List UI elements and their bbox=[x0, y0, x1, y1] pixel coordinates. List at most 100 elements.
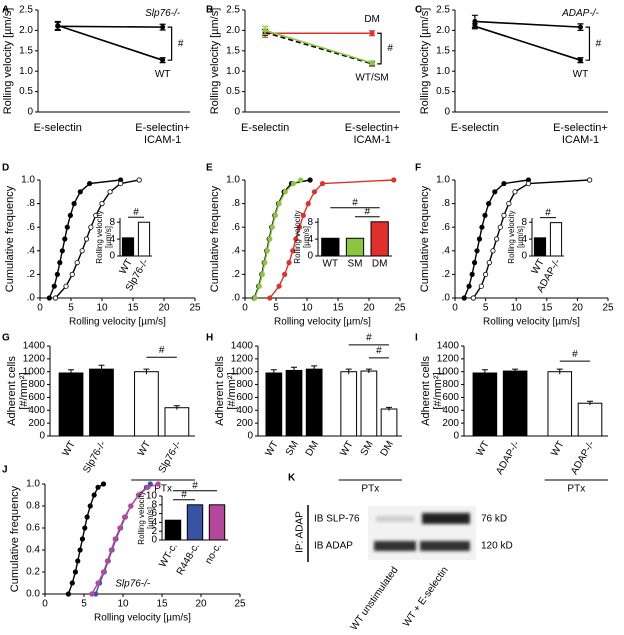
y-tick-label: .8 bbox=[232, 198, 241, 209]
error-bar bbox=[143, 368, 150, 375]
bar bbox=[502, 370, 528, 437]
point bbox=[476, 236, 483, 242]
y-tick-label: 2 bbox=[151, 526, 157, 537]
series-line bbox=[264, 29, 373, 64]
y-tick-label: 0.5 bbox=[436, 86, 450, 97]
y-tick-label: 8 bbox=[307, 217, 313, 228]
point bbox=[83, 236, 90, 242]
point bbox=[252, 295, 258, 301]
point bbox=[369, 30, 375, 36]
significance-label: # bbox=[596, 38, 602, 49]
y-tick-label: 400 bbox=[236, 405, 253, 416]
y-axis-label: Rolling velocity [µm/s] bbox=[95, 210, 113, 264]
bar bbox=[305, 368, 323, 437]
y-tick-label: 0 bbox=[444, 107, 450, 118]
point bbox=[69, 580, 75, 586]
bar bbox=[340, 371, 358, 437]
bar bbox=[547, 371, 573, 437]
point bbox=[55, 23, 61, 29]
point bbox=[62, 236, 68, 242]
x-tick-label: WT bbox=[338, 439, 355, 458]
point bbox=[296, 224, 303, 230]
panel-letter: E bbox=[206, 163, 213, 174]
x-tick-label: 20 bbox=[572, 303, 584, 314]
x-tick-label: no-c. bbox=[203, 541, 224, 566]
y-tick-label: 800 bbox=[236, 379, 253, 390]
y-tick-label: 600 bbox=[442, 392, 459, 403]
x-tick-label: WT bbox=[136, 439, 153, 458]
marker-label: 76 kD bbox=[481, 514, 507, 525]
x-tick-label: SM bbox=[359, 439, 376, 457]
y-axis-label: Adherent cells [#/mm²] bbox=[420, 356, 444, 426]
point bbox=[128, 503, 134, 509]
y-tick-label: 0.6 bbox=[26, 523, 40, 534]
lane-label: WT unstimulated bbox=[349, 565, 401, 633]
y-tick-label: .4 bbox=[442, 245, 451, 256]
error-bar bbox=[68, 369, 75, 377]
x-tick-label: ADAP-/- bbox=[494, 439, 522, 476]
bar bbox=[186, 504, 204, 541]
point bbox=[300, 212, 306, 218]
point bbox=[469, 271, 475, 277]
ip-label: IP: ADAP bbox=[295, 511, 306, 553]
y-tick-label: 0.8 bbox=[26, 501, 40, 512]
y-axis-label: Rolling velocity [µm/s] bbox=[293, 210, 311, 264]
y-tick-label: 1.5 bbox=[436, 45, 450, 56]
point bbox=[497, 224, 503, 230]
y-axis-label: Cumulative frequency bbox=[209, 185, 221, 293]
x-tick-label: WT bbox=[323, 259, 339, 270]
y-tick-label: .0 bbox=[27, 293, 36, 304]
bar bbox=[89, 368, 114, 437]
point bbox=[121, 514, 128, 520]
point bbox=[311, 189, 318, 195]
point bbox=[267, 236, 273, 242]
panel-letter: D bbox=[2, 163, 9, 174]
y-tick-label: 1200 bbox=[23, 353, 46, 364]
panel-letter: K bbox=[288, 473, 296, 484]
y-axis-label: Rolling velocity [µm/s] bbox=[209, 7, 221, 115]
point bbox=[472, 23, 478, 29]
annotation: Slp76-/- bbox=[115, 579, 151, 590]
x-tick-label: 10 bbox=[96, 303, 108, 314]
x-tick-label: 20 bbox=[195, 599, 207, 610]
point bbox=[100, 481, 107, 487]
y-tick-label: 200 bbox=[236, 418, 253, 429]
significance-label: # bbox=[365, 206, 371, 217]
bar bbox=[208, 504, 226, 541]
bar bbox=[134, 371, 159, 437]
x-tick-label: 10 bbox=[117, 599, 129, 610]
y-tick-label: 1400 bbox=[23, 341, 46, 352]
y-tick-label: .2 bbox=[232, 269, 241, 280]
point bbox=[79, 536, 86, 542]
point bbox=[494, 236, 500, 242]
point bbox=[74, 259, 80, 266]
x-tick-label: DM bbox=[372, 259, 388, 270]
series-line bbox=[67, 483, 104, 595]
series-line bbox=[57, 24, 163, 61]
point bbox=[470, 295, 476, 301]
series-line bbox=[264, 31, 373, 65]
x-tick-label: WT bbox=[474, 439, 491, 458]
point bbox=[486, 201, 492, 207]
series-line bbox=[57, 25, 163, 28]
panel-letter: G bbox=[2, 333, 10, 344]
point bbox=[471, 259, 478, 266]
bar bbox=[360, 370, 378, 437]
point bbox=[69, 271, 75, 277]
y-tick-label: .6 bbox=[232, 222, 241, 233]
series-label: WT/SM bbox=[355, 72, 388, 83]
x-tick-label: WT bbox=[549, 439, 566, 458]
blot-band bbox=[374, 541, 416, 551]
point bbox=[482, 212, 488, 218]
y-tick-label: 8 bbox=[151, 499, 157, 510]
y-tick-label: 0 bbox=[247, 431, 253, 442]
point bbox=[482, 271, 489, 277]
point bbox=[506, 201, 512, 207]
error-bar bbox=[587, 400, 593, 406]
y-tick-label: 1200 bbox=[231, 353, 254, 364]
x-tick-label: 5 bbox=[483, 303, 489, 314]
significance-label: # bbox=[366, 333, 372, 344]
point bbox=[88, 224, 94, 230]
error-bar bbox=[481, 369, 488, 377]
